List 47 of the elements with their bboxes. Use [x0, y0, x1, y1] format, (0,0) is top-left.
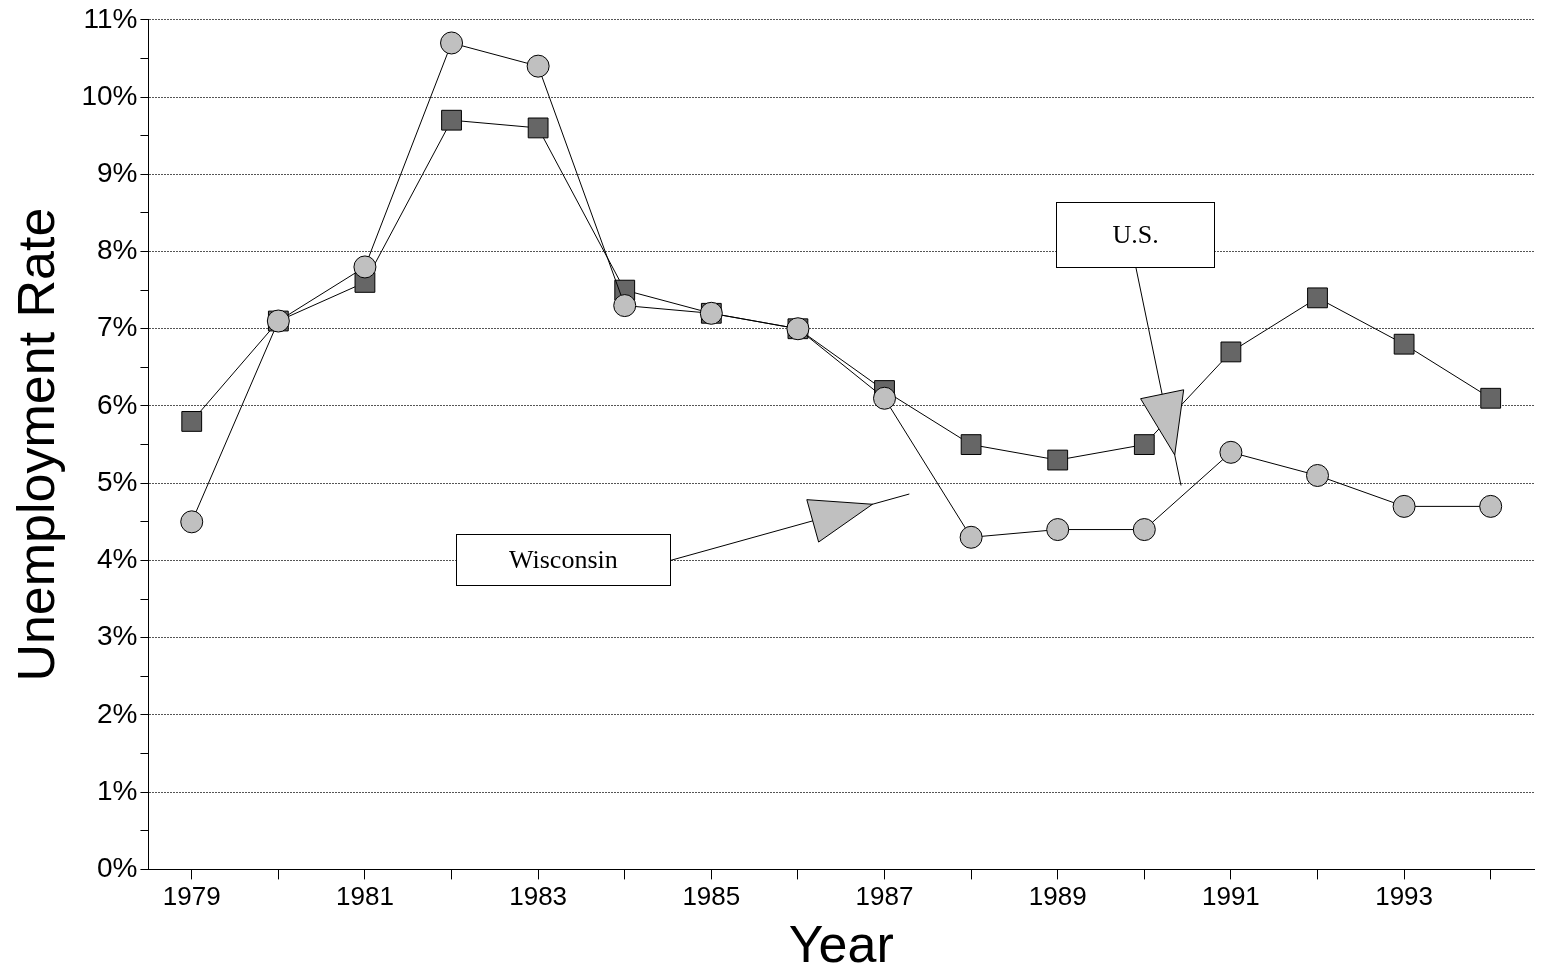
y-axis-title: Unemployment Rate [6, 207, 65, 682]
point [1132, 518, 1156, 542]
y-tick-label: 1% [96, 774, 138, 806]
point [1220, 341, 1242, 363]
y-tick-label: 2% [96, 697, 138, 729]
text: Wisconsin [509, 545, 618, 576]
x-tick-label: 1983 [509, 881, 568, 912]
point [1047, 449, 1069, 471]
point [1219, 440, 1243, 464]
point [1306, 464, 1330, 487]
y-tick-label: 8% [96, 234, 138, 266]
x-tick-label: 1989 [1028, 881, 1087, 912]
point [180, 510, 204, 534]
y-tick-label: 3% [96, 620, 138, 652]
point [526, 54, 550, 78]
point [1392, 494, 1416, 518]
point [1479, 494, 1503, 518]
x-tick-label: 1991 [1201, 881, 1260, 912]
point [181, 411, 203, 432]
point [1480, 387, 1502, 409]
point [613, 294, 637, 318]
point [1307, 287, 1328, 309]
text: U.S. [1112, 220, 1159, 251]
x-axis-title: Year [788, 915, 894, 974]
x-tick-label: 1979 [162, 881, 221, 912]
y-tick-label: 9% [96, 156, 138, 188]
y-tick-label: 5% [96, 465, 138, 497]
point [873, 386, 897, 410]
point [1393, 333, 1415, 355]
x-tick-label: 1993 [1375, 881, 1434, 912]
x-tick-label: 1985 [682, 881, 741, 912]
point [353, 255, 377, 279]
point [441, 109, 462, 131]
y-tick-label: 7% [96, 311, 138, 343]
point [1046, 518, 1070, 542]
y-tick-label: 11% [83, 2, 138, 34]
x-tick-label: 1981 [336, 881, 394, 912]
point [527, 117, 549, 139]
x-tick-label: 1987 [855, 881, 914, 912]
point [1133, 434, 1155, 455]
y-tick-label: 0% [96, 852, 138, 884]
point [440, 31, 464, 55]
point [960, 434, 982, 455]
y-tick-label: 10% [81, 79, 138, 111]
y-tick-label: 4% [96, 543, 138, 575]
point [959, 525, 983, 549]
y-tick-label: 6% [96, 388, 138, 420]
